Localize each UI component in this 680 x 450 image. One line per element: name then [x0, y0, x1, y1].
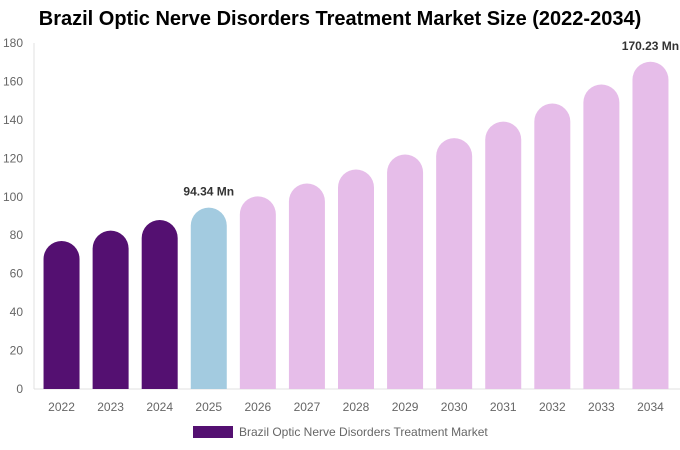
y-tick-label: 120 — [3, 151, 23, 165]
bar-2028 — [338, 169, 374, 389]
chart-title: Brazil Optic Nerve Disorders Treatment M… — [38, 8, 642, 30]
y-tick-label: 140 — [3, 113, 23, 127]
x-tick-label: 2029 — [392, 400, 419, 414]
legend-label: Brazil Optic Nerve Disorders Treatment M… — [239, 425, 488, 439]
y-tick-label: 40 — [10, 305, 24, 319]
data-label: 170.23 Mn — [622, 39, 679, 53]
bar-2032 — [534, 103, 571, 390]
bar-2031 — [485, 121, 522, 390]
bar-2024 — [141, 220, 178, 389]
bar-2027 — [288, 183, 325, 389]
x-tick-label: 2025 — [195, 400, 222, 414]
x-tick-label: 2031 — [490, 400, 517, 414]
bar-2023 — [92, 230, 129, 389]
y-tick-label: 80 — [10, 228, 24, 242]
x-tick-label: 2030 — [441, 400, 468, 414]
data-label: 94.34 Mn — [183, 185, 234, 199]
bar-2029 — [387, 154, 424, 389]
x-tick-label: 2023 — [97, 400, 124, 414]
x-tick-label: 2034 — [637, 400, 664, 414]
x-tick-label: 2032 — [539, 400, 566, 414]
y-tick-label: 0 — [16, 382, 23, 396]
bar-2034 — [632, 61, 669, 389]
bar-2022 — [43, 240, 80, 389]
x-tick-label: 2028 — [343, 400, 370, 414]
y-tick-label: 160 — [3, 74, 23, 88]
bar-2033 — [583, 84, 620, 390]
x-tick-label: 2024 — [146, 400, 173, 414]
legend-swatch — [193, 426, 233, 438]
y-tick-label: 100 — [3, 190, 23, 204]
x-tick-label: 2027 — [294, 400, 321, 414]
x-tick-label: 2026 — [244, 400, 271, 414]
bar-2025 — [190, 207, 227, 389]
x-tick-label: 2033 — [588, 400, 615, 414]
y-tick-label: 20 — [10, 344, 24, 358]
y-tick-label: 60 — [10, 267, 24, 281]
x-tick-label: 2022 — [48, 400, 75, 414]
y-tick-label: 180 — [3, 36, 23, 50]
bar-2026 — [239, 196, 276, 389]
bar-2030 — [436, 138, 473, 389]
legend[interactable]: Brazil Optic Nerve Disorders Treatment M… — [193, 425, 488, 439]
